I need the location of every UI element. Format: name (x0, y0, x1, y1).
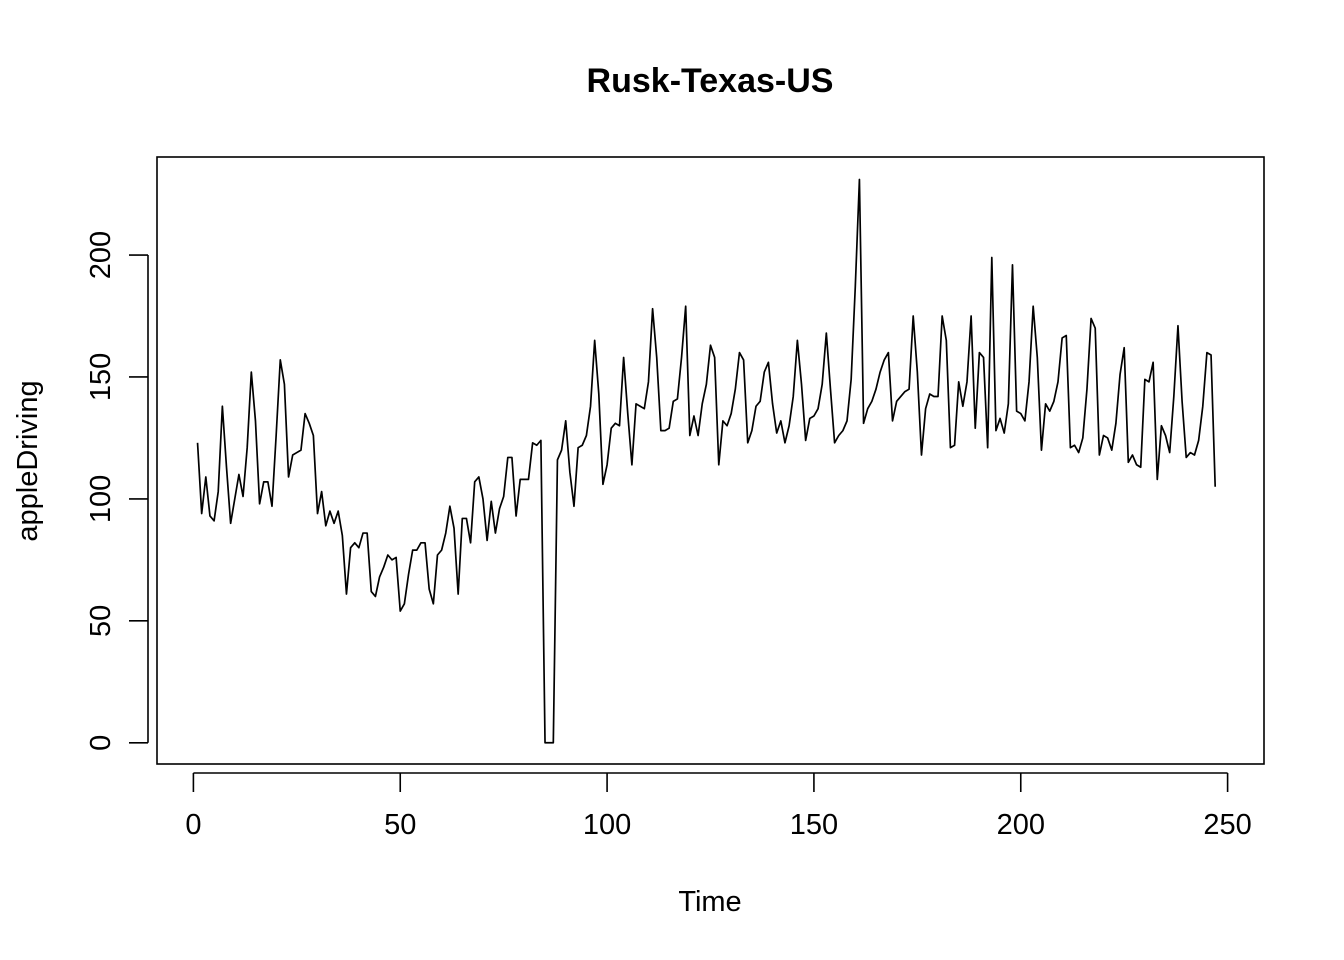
plot-frame (156, 156, 1265, 765)
chart-title: Rusk-Texas-US (587, 62, 834, 100)
x-tick-label: 50 (384, 809, 416, 841)
x-tick-label: 250 (1203, 809, 1251, 841)
x-tick-label: 200 (997, 809, 1045, 841)
x-axis: 0 50 100 150 200 250 (185, 772, 1252, 841)
x-axis-label: Time (678, 886, 741, 918)
series-group (196, 178, 1217, 744)
x-tick-label: 100 (583, 809, 631, 841)
series-line-appleDriving (196, 178, 1217, 744)
y-tick-label: 200 (85, 231, 117, 279)
x-tick-label: 150 (790, 809, 838, 841)
y-tick-label: 50 (85, 605, 117, 637)
y-axis-label: appleDriving (12, 380, 44, 541)
y-tick-label: 0 (85, 735, 117, 751)
y-axis: 0 50 100 150 200 (85, 231, 149, 751)
x-tick-label: 0 (185, 809, 201, 841)
y-tick-label: 100 (85, 475, 117, 523)
y-tick-label: 150 (85, 353, 117, 401)
